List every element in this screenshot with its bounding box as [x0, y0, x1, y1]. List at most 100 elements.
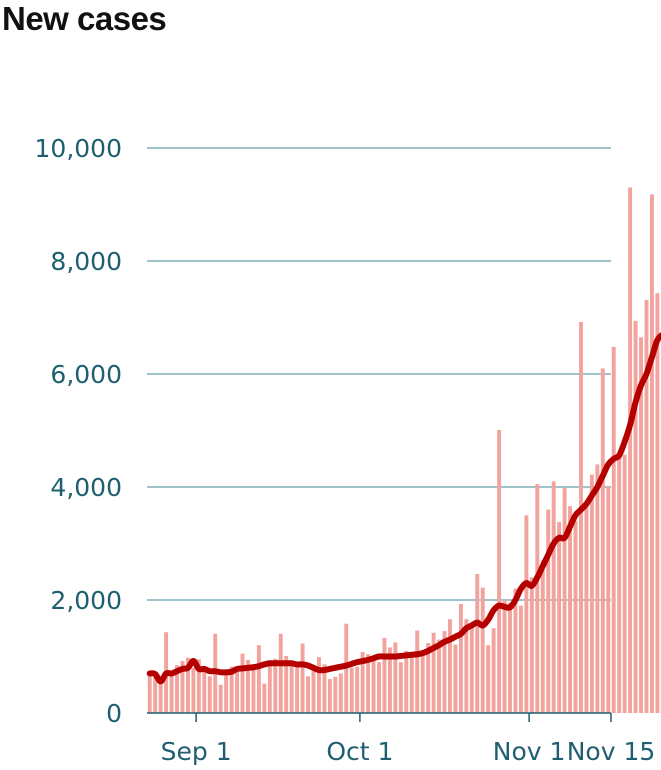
- daily-case-bar: [278, 633, 283, 713]
- daily-bars: [147, 187, 661, 714]
- daily-case-bar: [224, 673, 229, 713]
- daily-case-bar: [377, 662, 381, 713]
- daily-case-bar: [513, 588, 518, 713]
- daily-case-bar: [398, 662, 403, 713]
- daily-case-bar: [306, 676, 310, 713]
- daily-case-bar: [262, 683, 267, 713]
- daily-case-bar: [600, 368, 605, 713]
- chart-title: New cases: [2, 0, 167, 37]
- daily-case-bar: [311, 668, 316, 713]
- daily-case-bar: [355, 666, 360, 713]
- daily-case-bar: [229, 666, 234, 713]
- daily-case-bar: [415, 630, 420, 713]
- daily-case-bar: [327, 679, 332, 713]
- y-tick-label: 2,000: [50, 586, 122, 615]
- daily-case-bar: [617, 455, 622, 713]
- daily-case-bar: [267, 662, 272, 713]
- daily-case-bar: [240, 653, 245, 713]
- daily-case-bar: [404, 650, 409, 713]
- daily-case-bar: [246, 659, 250, 713]
- daily-case-bar: [333, 676, 338, 713]
- daily-case-bar: [568, 506, 573, 713]
- daily-case-bar: [584, 503, 589, 713]
- daily-case-bar: [579, 322, 583, 713]
- daily-case-bar: [185, 657, 190, 713]
- x-tick-label: Nov 1: [493, 737, 566, 766]
- daily-case-bar: [169, 673, 174, 713]
- daily-case-bar: [431, 632, 436, 713]
- daily-case-bar: [551, 481, 556, 713]
- daily-case-bar: [251, 670, 256, 713]
- y-tick-label: 4,000: [50, 473, 122, 502]
- daily-case-bar: [595, 464, 600, 713]
- grid-lines: [147, 147, 611, 601]
- daily-case-bar: [426, 642, 431, 713]
- daily-case-bar: [502, 600, 507, 713]
- daily-case-bar: [420, 650, 425, 713]
- average-line-group: [146, 332, 661, 685]
- daily-case-bar: [546, 509, 551, 713]
- daily-case-bar: [322, 664, 327, 713]
- daily-case-bar: [491, 628, 496, 713]
- daily-case-bar: [409, 655, 414, 713]
- daily-case-bar: [437, 639, 442, 713]
- daily-case-bar: [366, 654, 371, 713]
- daily-case-bar: [196, 659, 201, 713]
- daily-case-bar: [448, 619, 452, 713]
- daily-case-bar: [273, 658, 278, 713]
- y-tick-label: 10,000: [35, 134, 122, 163]
- daily-case-bar: [639, 337, 643, 713]
- daily-case-bar: [622, 454, 627, 713]
- daily-case-bar: [175, 664, 179, 713]
- daily-case-bar: [382, 637, 387, 713]
- daily-case-bar: [535, 484, 540, 713]
- daily-case-bar: [295, 664, 300, 713]
- daily-case-bar: [628, 187, 633, 714]
- daily-case-bar: [655, 293, 660, 713]
- daily-case-bar: [202, 668, 207, 713]
- daily-case-bar: [387, 647, 392, 713]
- daily-case-bar: [529, 577, 534, 713]
- daily-case-bar: [300, 643, 305, 713]
- daily-case-bar: [480, 587, 485, 713]
- daily-case-bar: [256, 645, 261, 713]
- daily-case-bar: [508, 602, 512, 713]
- daily-case-bar: [158, 681, 163, 713]
- axes: 0 2,000 4,000 6,000 8,000 10,000 Sep 1 Oct 1 Nov…: [35, 134, 656, 766]
- y-tick-label: 0: [106, 699, 122, 728]
- daily-case-bar: [191, 667, 196, 713]
- daily-case-bar: [557, 522, 562, 713]
- daily-case-bar: [153, 676, 158, 713]
- daily-case-bar: [518, 605, 523, 713]
- daily-case-bar: [338, 673, 343, 713]
- daily-case-bar: [349, 667, 354, 713]
- daily-case-bar: [633, 320, 638, 713]
- daily-case-bar: [207, 676, 212, 713]
- x-tick-label: Sep 1: [161, 737, 232, 766]
- daily-case-bar: [497, 429, 502, 713]
- daily-case-bar: [180, 661, 185, 713]
- daily-case-bar: [235, 669, 240, 713]
- daily-case-bar: [284, 655, 289, 713]
- daily-case-bar: [606, 487, 611, 713]
- daily-case-bar: [289, 664, 294, 713]
- daily-case-bar: [562, 488, 567, 713]
- daily-case-bar: [589, 474, 594, 713]
- daily-case-bar: [611, 346, 616, 713]
- daily-case-bar: [464, 619, 469, 713]
- y-tick-label: 6,000: [50, 360, 122, 389]
- daily-case-bar: [573, 520, 578, 713]
- y-tick-label: 8,000: [50, 247, 122, 276]
- x-tick-label: Nov 15: [567, 737, 656, 766]
- daily-case-bar: [540, 560, 545, 713]
- daily-case-bar: [393, 642, 398, 714]
- daily-case-bar: [218, 684, 223, 713]
- daily-case-bar: [524, 515, 529, 713]
- daily-case-bar: [360, 651, 365, 713]
- daily-case-bar: [453, 644, 458, 713]
- daily-case-bar: [316, 657, 321, 713]
- daily-case-bar: [644, 299, 649, 713]
- seven-day-average-line: [146, 332, 661, 685]
- daily-case-bar: [469, 623, 474, 713]
